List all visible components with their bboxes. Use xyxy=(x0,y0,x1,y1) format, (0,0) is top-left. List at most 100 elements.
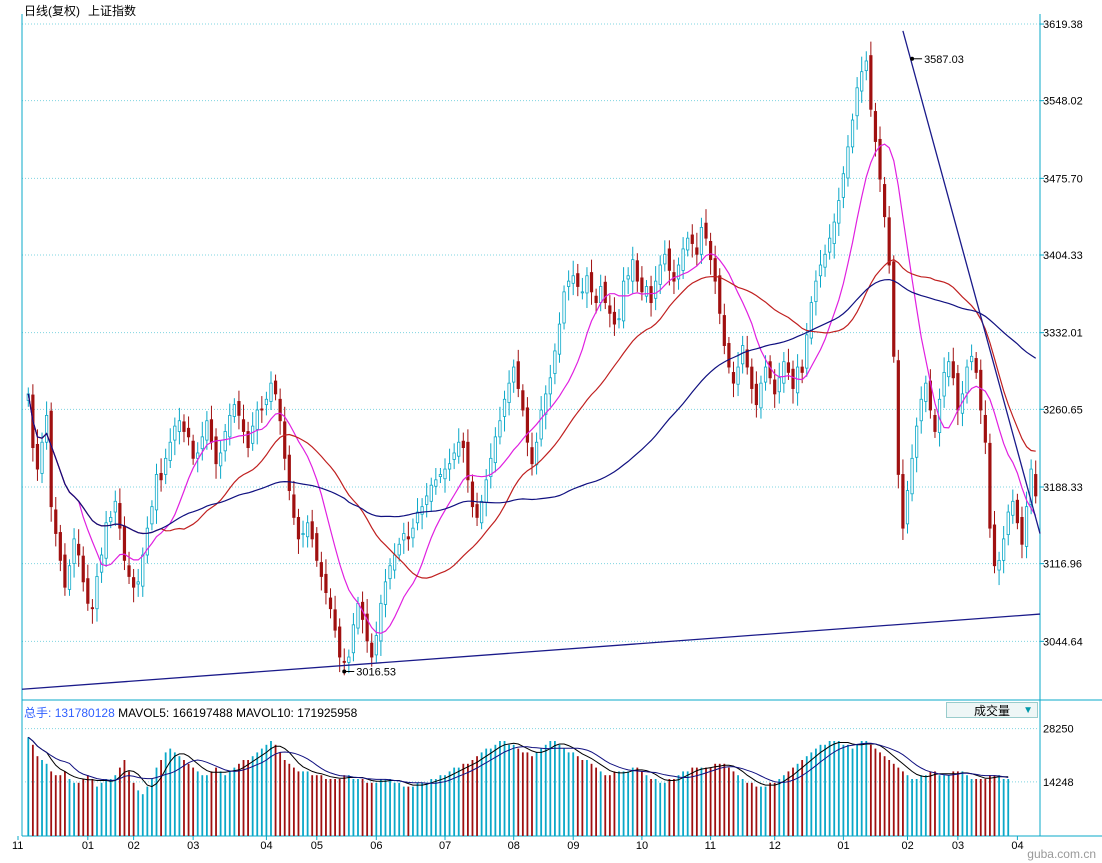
volume-bar xyxy=(430,779,433,836)
volume-bar xyxy=(622,771,625,836)
candle-body xyxy=(864,60,868,72)
time-axis: 11 01 02 03 04 05 06 07 08 09 10 11 12 01 02 03 04 xyxy=(12,836,1024,852)
indicator-select-label: 成交量 xyxy=(973,704,1010,718)
candle-body xyxy=(663,253,667,265)
volume-bar xyxy=(439,775,442,836)
volume-bar xyxy=(952,771,955,836)
candle-body xyxy=(438,474,443,478)
candle-body xyxy=(480,500,484,524)
volume-bar xyxy=(531,756,533,836)
candle-body xyxy=(882,184,887,218)
candles xyxy=(26,41,1038,676)
volume-bar xyxy=(302,771,304,836)
volume-bar xyxy=(773,782,776,836)
mavol10-value: 171925958 xyxy=(297,706,358,720)
candle-body xyxy=(132,577,136,588)
candle-body xyxy=(965,366,969,394)
price-tick-label: 3619.38 xyxy=(1043,19,1083,31)
candle-body xyxy=(621,280,626,322)
volume-bar xyxy=(215,767,217,836)
volume-bar xyxy=(393,782,396,836)
candle-body xyxy=(301,533,305,536)
volume-bar xyxy=(347,775,350,836)
volume-bar xyxy=(160,760,162,836)
candle-body xyxy=(425,495,429,505)
volume-bar xyxy=(288,763,291,836)
candle-body xyxy=(654,280,658,299)
candle-body xyxy=(553,350,557,374)
volume-bar xyxy=(879,752,881,836)
candle-body xyxy=(846,146,850,179)
candle-body xyxy=(580,291,584,294)
candle-body xyxy=(837,200,841,224)
volume-bar xyxy=(192,767,195,836)
volume-bar xyxy=(750,782,753,836)
volume-bar xyxy=(709,767,712,836)
volume-bar xyxy=(805,756,808,836)
candle-body xyxy=(475,504,479,518)
candle-body xyxy=(585,275,589,294)
month-label: 02 xyxy=(901,840,913,852)
volume-bar xyxy=(993,775,996,836)
volume-bar xyxy=(457,767,460,836)
candle-body xyxy=(273,380,278,395)
volume-bar xyxy=(966,775,968,836)
candle-body xyxy=(246,431,250,449)
volume-bar xyxy=(499,741,501,836)
candle-body xyxy=(795,366,800,394)
volume-bar xyxy=(315,775,318,836)
candle-body xyxy=(539,409,543,440)
candle-body xyxy=(1011,500,1015,516)
candle-body xyxy=(626,275,630,280)
candle-body xyxy=(644,286,649,297)
candle-body xyxy=(525,407,530,443)
volume-bar xyxy=(851,748,854,836)
volume-bar xyxy=(970,779,973,836)
volume-bar xyxy=(270,741,272,836)
volume-mas xyxy=(27,736,1009,788)
volume-bar xyxy=(572,752,575,836)
volume-tick-label: 28250 xyxy=(1043,724,1074,736)
volume-bar xyxy=(760,786,762,836)
candle-body xyxy=(1006,511,1010,536)
volume-bar xyxy=(915,779,918,836)
volume-bar xyxy=(407,786,410,836)
candle-body xyxy=(534,441,539,466)
candle-body xyxy=(81,555,85,583)
candle-body xyxy=(809,302,813,339)
volume-bar xyxy=(59,775,62,836)
volume-bar xyxy=(508,744,511,836)
chart-header: 日线(复权) 上证指数 xyxy=(24,2,144,19)
volume-bar xyxy=(819,744,822,836)
indicator-select[interactable]: 成交量 ▼ xyxy=(946,702,1038,718)
volume-bar xyxy=(837,741,840,836)
candle-body xyxy=(576,273,580,287)
candle-body xyxy=(223,431,227,452)
volume-bar xyxy=(677,775,680,836)
volume-bar xyxy=(31,744,34,836)
mavol10-label: MAVOL10: xyxy=(236,706,294,720)
candle-body xyxy=(127,565,131,577)
candle-body xyxy=(782,361,786,384)
volume-bar xyxy=(228,771,231,836)
candle-body xyxy=(502,398,507,417)
candle-body xyxy=(832,221,836,244)
candle-body xyxy=(708,240,713,261)
mavol5-line xyxy=(27,736,1009,788)
volume-bar xyxy=(718,763,721,836)
candle-body xyxy=(159,472,163,481)
candle-body xyxy=(860,71,864,92)
volume-bar xyxy=(421,782,423,836)
volume-bar xyxy=(695,767,698,836)
candle-body xyxy=(45,414,49,443)
volume-bar xyxy=(801,760,804,836)
month-label: 12 xyxy=(769,840,781,852)
volume-bar xyxy=(82,779,85,836)
candle-body xyxy=(855,87,859,117)
candle-body xyxy=(186,427,191,438)
volume-bar xyxy=(169,748,172,836)
volume-bar xyxy=(590,763,593,836)
watermark: guba.com.cn xyxy=(1027,847,1096,861)
candle-body xyxy=(374,635,378,656)
